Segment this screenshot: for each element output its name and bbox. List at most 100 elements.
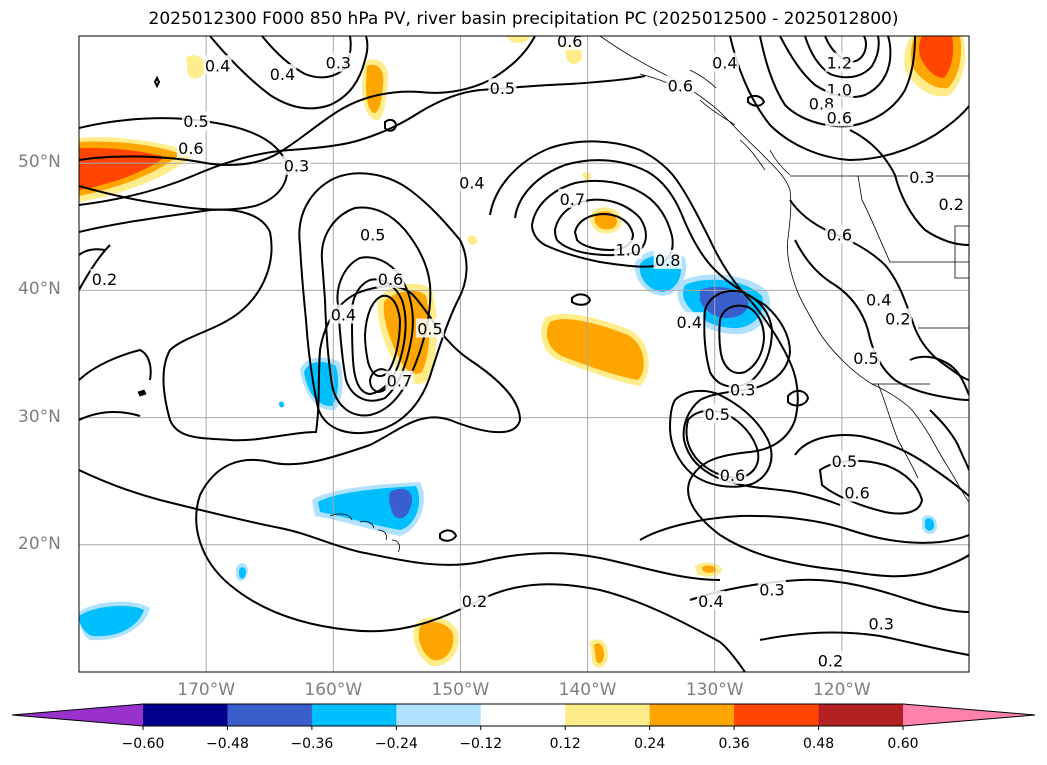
shading-positive [186,55,206,79]
contour-label-background [710,52,739,72]
colorbar-segment [480,704,566,726]
shading-negative [279,401,285,408]
contour-label: 0.4 [712,54,737,73]
contour-label-background [703,403,732,423]
contour-label-background [937,193,966,213]
contour-label-background [825,52,854,72]
coastline [699,99,791,176]
colorbar-tick-label: −0.60 [121,736,165,752]
contour-line [787,390,810,407]
longitude-label: 150°W [431,680,490,700]
contour-line [79,75,646,206]
shading-positive [582,172,592,181]
contour-line [79,244,111,291]
longitude-label: 120°W [812,680,871,700]
border [954,225,969,279]
contour-label: 1.0 [616,241,641,260]
map-frame [78,35,970,673]
contour-line [759,631,969,656]
contour-line [718,304,766,374]
contour-line [320,206,432,417]
contour-label: 0.7 [560,190,585,209]
contour-label: 0.7 [387,372,412,391]
contour-label: 0.4 [698,592,723,611]
contour-label: 0.4 [866,290,891,309]
contour-labels: 0.4 0.40.30.50.60.30.50.60.40.61.21.00.80… [90,32,966,671]
contour-line [818,459,924,515]
contour-label-background [282,155,311,175]
colorbar-extend-high [903,704,1035,726]
contour-label: 0.4 [205,56,230,75]
contour-line [729,36,969,162]
longitude-label: 170°W [177,680,236,700]
graticule [79,36,969,672]
contour-label-background [376,268,405,288]
longitude-label: 160°W [304,680,363,700]
latitude-label: 20°N [18,533,61,554]
contour-line [79,248,106,256]
contour-label: 0.5 [360,225,385,244]
colorbar-segment [227,704,313,726]
contour-label: 0.2 [92,270,117,289]
contour-label-background [830,450,859,470]
contour-line [849,129,969,246]
contour-label-background [329,304,358,324]
colorbar-tick-label: −0.36 [290,736,334,752]
pv-contours [79,36,969,672]
contour-line [489,140,969,578]
island [137,389,147,397]
contour-label-background [718,464,747,484]
contour-line [639,514,969,544]
shading-positive [918,36,954,78]
contour-line [298,172,468,434]
contour-label: 0.5 [853,349,878,368]
shading-positive [702,565,716,573]
shading-negative [239,567,246,579]
colorbar [11,703,1036,730]
colorbar-segment [565,704,651,726]
longitude-label: 130°W [685,680,744,700]
contour-label-background [457,172,486,192]
latitude-label: 40°N [18,279,61,300]
colorbar-segment [818,704,904,726]
colorbar-tick-label: 0.48 [802,736,835,752]
contour-label: 0.5 [832,452,857,471]
figure-title: 2025012300 F000 850 hPa PV, river basin … [148,9,899,29]
colorbar-segment [649,704,735,726]
contour-label-background [176,137,205,157]
contour-label-background [852,347,881,367]
latitude-label: 50°N [18,152,61,173]
contour-line [668,389,773,488]
longitude-label: 140°W [558,680,617,700]
contour-label: 0.5 [417,320,442,339]
contour-line [824,36,868,64]
contour-label-background [358,224,387,244]
shading-negative [700,287,749,318]
contour-line [153,75,161,89]
contour-line [79,208,746,672]
colorbar-segment [734,704,820,726]
contour-line [363,294,402,378]
contour-label-background [90,268,119,288]
contour-label: 0.2 [885,309,910,328]
contour-line [794,434,969,497]
contour-label-background [268,64,297,84]
contour-label-background [728,379,757,399]
contour-line [79,469,721,581]
coastline [877,383,919,479]
colorbar-tick-label: 0.36 [718,736,750,752]
colorbar-segment [311,704,397,726]
precip-shading [79,36,966,668]
contour-label: 0.6 [557,32,582,51]
contour-label-background [203,55,232,75]
contour-label: 0.2 [938,195,963,214]
contour-label-background [555,36,584,51]
contour-line [209,36,369,110]
colorbar-tick-label: −0.12 [459,736,503,752]
shading-positive [594,643,604,664]
contour-label: 0.3 [909,168,934,187]
contour-label: 0.4 [331,306,356,325]
colorbar-segment [143,704,228,726]
colorbar-tick-label: 0.12 [549,736,581,752]
